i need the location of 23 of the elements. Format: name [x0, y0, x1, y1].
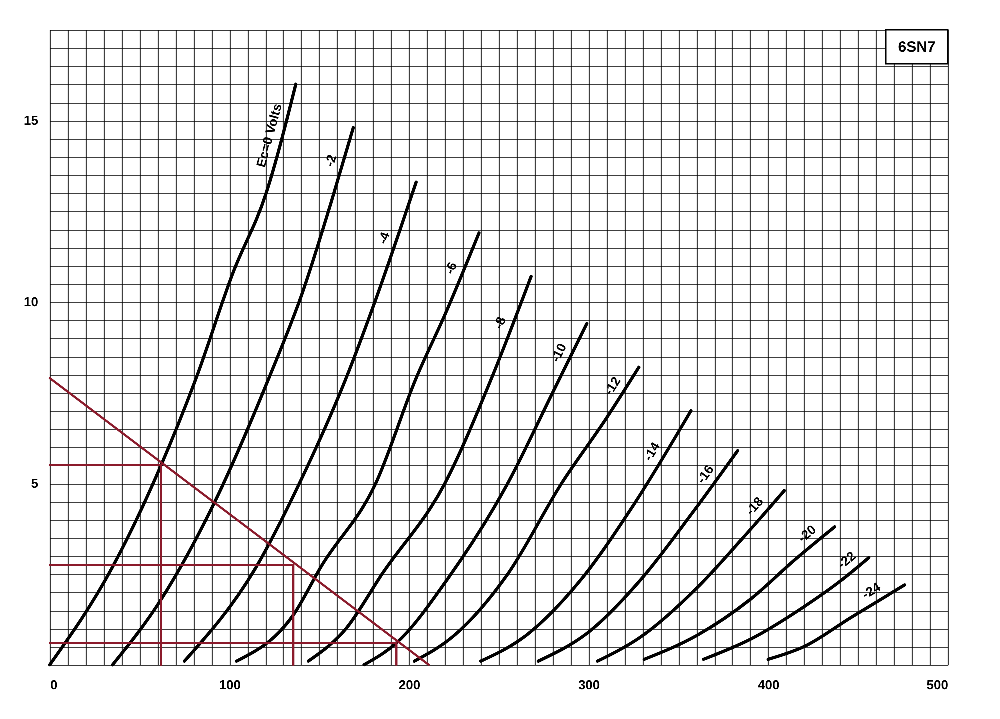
text: -14: [640, 439, 664, 464]
text: -18: [742, 494, 766, 518]
x-tick-label: 300: [578, 678, 600, 692]
y-tick-label: 15: [24, 113, 38, 128]
x-tick-label: 500: [926, 678, 948, 692]
text: -4: [374, 230, 394, 246]
text: Ec=0 Volts: [253, 102, 285, 169]
text: -22: [834, 548, 859, 572]
text: -8: [490, 314, 510, 332]
x-tick-label: 400: [758, 678, 780, 692]
text: -10: [548, 341, 570, 365]
x-tick-label: 0: [50, 678, 58, 692]
x-tick-label: 200: [398, 678, 421, 692]
annotation: 6SN7: [898, 39, 936, 56]
text: -20: [795, 522, 820, 546]
y-tick-label: 5: [31, 476, 38, 492]
text: -6: [442, 260, 460, 277]
y-tick-label: 10: [24, 294, 38, 310]
text: -2: [322, 153, 340, 168]
text: -12: [601, 374, 624, 398]
text: -24: [860, 579, 884, 602]
text: -16: [694, 462, 717, 486]
x-tick-label: 100: [219, 678, 241, 692]
